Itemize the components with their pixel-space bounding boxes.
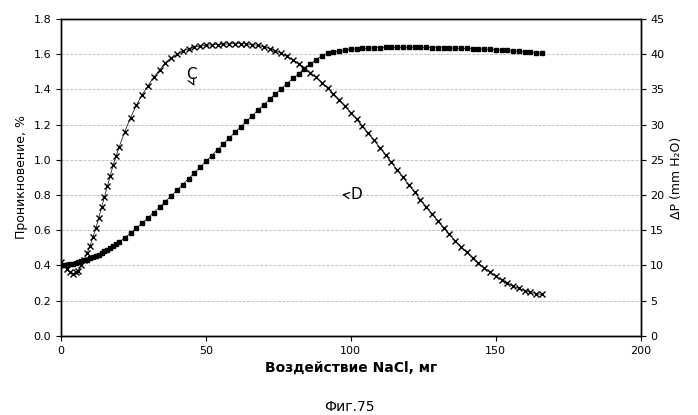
Text: Фиг.75: Фиг.75 — [324, 400, 374, 414]
X-axis label: Воздействие NaCl, мг: Воздействие NaCl, мг — [265, 361, 437, 375]
Text: C: C — [186, 67, 196, 85]
Y-axis label: Проникновение, %: Проникновение, % — [15, 115, 28, 239]
Text: D: D — [343, 186, 362, 202]
Y-axis label: ΔP (mm H₂O): ΔP (mm H₂O) — [670, 136, 683, 219]
